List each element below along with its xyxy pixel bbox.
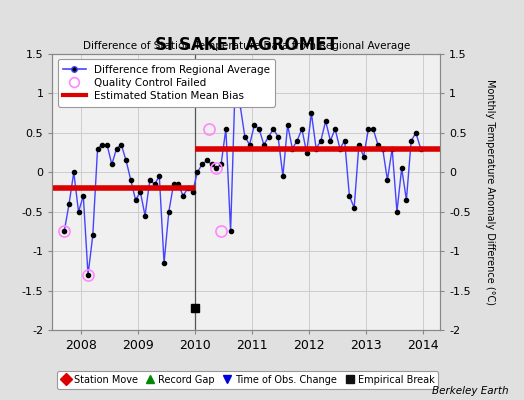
- Y-axis label: Monthly Temperature Anomaly Difference (°C): Monthly Temperature Anomaly Difference (…: [485, 79, 495, 305]
- Text: Berkeley Earth: Berkeley Earth: [432, 386, 508, 396]
- Title: SI SAKET AGROMET: SI SAKET AGROMET: [155, 36, 338, 54]
- Legend: Station Move, Record Gap, Time of Obs. Change, Empirical Break: Station Move, Record Gap, Time of Obs. C…: [57, 371, 438, 388]
- Text: Difference of Station Temperature Data from Regional Average: Difference of Station Temperature Data f…: [83, 41, 410, 51]
